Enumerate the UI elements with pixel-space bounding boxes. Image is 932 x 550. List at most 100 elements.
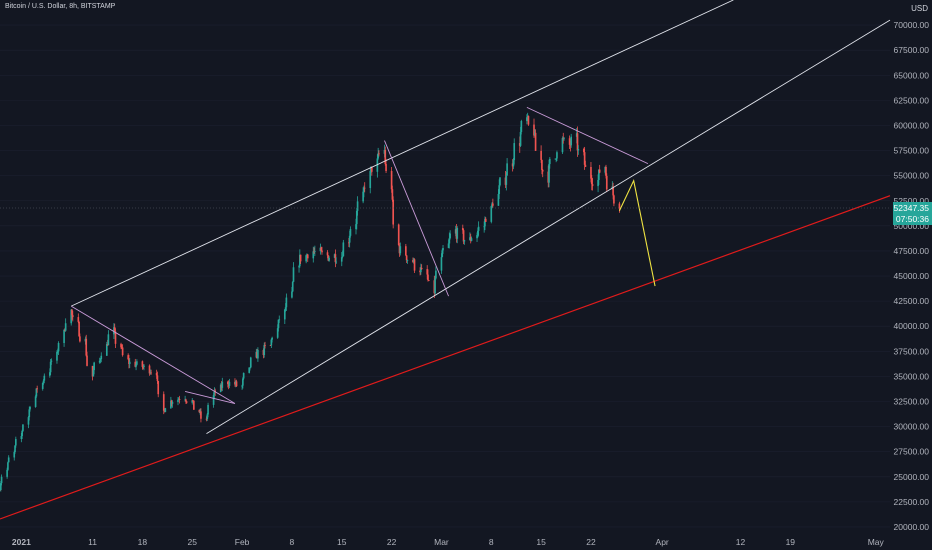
- candle-body: [50, 360, 53, 362]
- candle-body: [577, 148, 580, 151]
- y-tick-label: 40000.00: [894, 321, 930, 331]
- candle-body: [427, 280, 430, 281]
- candle-body: [390, 171, 393, 190]
- candle-body: [0, 476, 3, 484]
- candles: [0, 112, 621, 492]
- candle-body: [285, 297, 288, 308]
- candle-body: [21, 430, 23, 437]
- candle-body: [41, 382, 44, 389]
- candle-body: [426, 269, 429, 275]
- y-tick-label: 70000.00: [894, 20, 930, 30]
- candle-body: [397, 224, 400, 246]
- candle-body: [35, 388, 38, 397]
- candle-body: [490, 206, 493, 222]
- y-tick-label: 20000.00: [894, 522, 930, 532]
- candle-body: [20, 436, 23, 440]
- time-axis[interactable]: 2021 11 18 25 Feb 8 15 22 Mar 8 15 22 Apr 12 19 May: [12, 537, 885, 547]
- candle-body: [221, 381, 224, 388]
- candle-body: [498, 185, 501, 194]
- candle-body: [63, 329, 65, 344]
- candle-body: [605, 166, 607, 176]
- candle-body: [205, 418, 208, 420]
- candle-body: [556, 152, 558, 159]
- candle-body: [56, 352, 58, 361]
- x-tick-label: 22: [586, 537, 596, 547]
- candle-body: [22, 424, 24, 431]
- candle-body: [385, 164, 387, 172]
- candle-body: [355, 224, 357, 230]
- x-tick-label: 22: [387, 537, 397, 547]
- candle-body: [605, 175, 608, 190]
- symbol-label[interactable]: Bitcoin / U.S. Dollar, 8h, BITSTAMP: [5, 3, 116, 10]
- candle-body: [348, 235, 351, 243]
- candle-body: [384, 149, 387, 165]
- candle-body: [291, 291, 293, 298]
- candle-body: [348, 242, 350, 244]
- candle-body: [506, 163, 508, 176]
- x-tick-label: Apr: [656, 537, 669, 547]
- candle-body: [519, 131, 522, 146]
- candle-body: [540, 150, 542, 160]
- candle-body: [283, 309, 286, 320]
- candle-body: [449, 233, 451, 239]
- candle-body: [284, 307, 287, 310]
- candle-body: [64, 323, 67, 331]
- candle-body: [291, 281, 294, 292]
- candle-body: [314, 251, 316, 252]
- candle-body: [420, 267, 423, 270]
- candle-body: [492, 203, 494, 206]
- candle-body: [134, 361, 137, 367]
- candle-body: [0, 483, 2, 491]
- trend-drawings: [0, 0, 891, 520]
- candle-body: [248, 367, 251, 373]
- price-axis[interactable]: 20000.00 22500.00 25000.00 27500.00 30000.00…: [894, 20, 930, 532]
- candle-body: [235, 381, 238, 387]
- bar-countdown: 07:50:36: [895, 214, 929, 224]
- candle-body: [113, 327, 116, 332]
- candle-body: [526, 117, 528, 121]
- candle-body: [177, 399, 179, 403]
- candle-body: [93, 362, 95, 371]
- candle-body: [376, 158, 379, 172]
- candle-body: [497, 193, 500, 206]
- candle-body: [270, 339, 273, 346]
- candle-body: [447, 243, 450, 248]
- candle-body: [98, 360, 101, 363]
- candle-body: [405, 246, 407, 256]
- candle-body: [29, 406, 31, 410]
- currency-label[interactable]: USD: [911, 4, 928, 13]
- candle-body: [561, 138, 564, 153]
- y-tick-label: 60000.00: [894, 120, 930, 130]
- candle-body: [148, 365, 151, 374]
- x-tick-label: Feb: [235, 537, 250, 547]
- candle-body: [456, 228, 459, 239]
- candle-body: [142, 366, 145, 368]
- wedge-upper-2-line: [526, 106, 649, 165]
- y-tick-label: 52500.00: [894, 196, 930, 206]
- candle-body: [269, 345, 272, 346]
- candle-body: [369, 171, 372, 189]
- candle-body: [533, 124, 535, 136]
- x-tick-label: 18: [138, 537, 148, 547]
- x-tick-label: 25: [188, 537, 198, 547]
- candle-body: [213, 390, 216, 396]
- candle-body: [441, 250, 444, 258]
- candle-body: [391, 189, 394, 200]
- candle-body: [43, 375, 46, 381]
- x-tick-label: Mar: [434, 537, 449, 547]
- candle-body: [463, 240, 466, 242]
- candle-body: [85, 338, 88, 356]
- candle-body: [612, 186, 614, 196]
- candle-body: [249, 357, 252, 368]
- candle-body: [570, 136, 573, 146]
- candle-body: [114, 331, 117, 344]
- candle-body: [355, 210, 358, 225]
- candle-body: [597, 179, 599, 187]
- candle-body: [349, 229, 352, 236]
- y-tick-label: 25000.00: [894, 472, 930, 482]
- candle-body: [590, 166, 592, 179]
- x-tick-label: 2021: [12, 537, 31, 547]
- candle-body: [584, 164, 587, 167]
- candle-body: [484, 218, 486, 227]
